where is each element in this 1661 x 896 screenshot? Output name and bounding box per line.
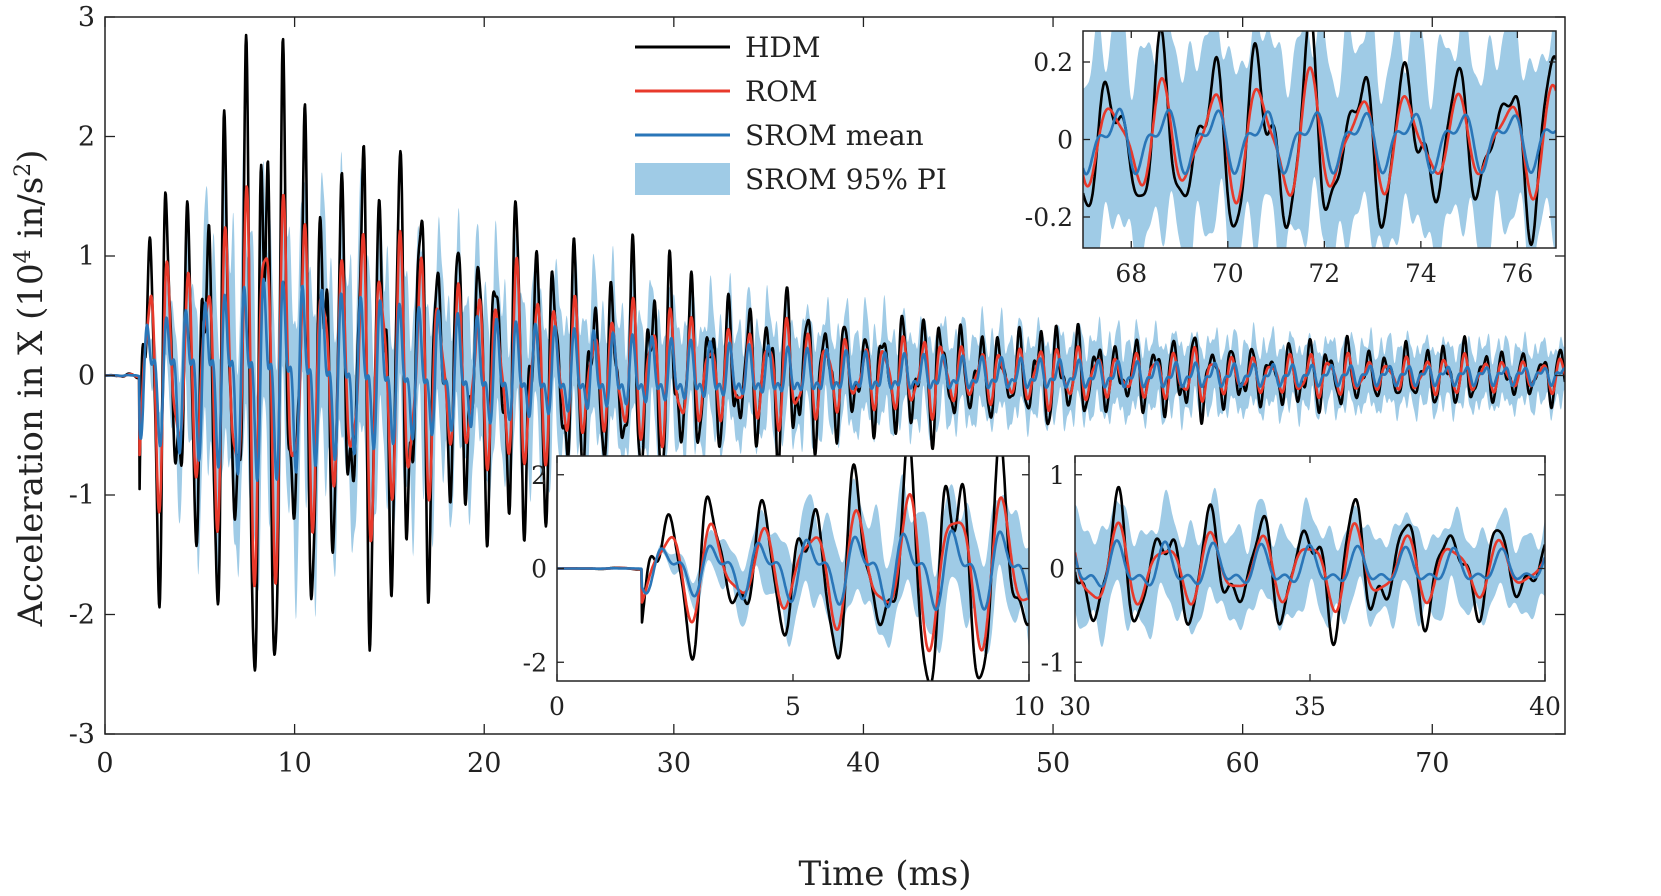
x-tick-label: 50 bbox=[1036, 748, 1070, 779]
x-tick-label: 0 bbox=[96, 748, 113, 779]
y-axis-label: Acceleration in X (104 in/s2) bbox=[11, 150, 51, 628]
plot-series-group bbox=[1075, 485, 1545, 647]
srom-95pi-band bbox=[557, 474, 1029, 656]
y-tick-label: 0 bbox=[78, 361, 95, 392]
x-tick-label: 10 bbox=[1013, 692, 1045, 721]
hdm-line bbox=[1083, 31, 1556, 247]
y-tick-label: 3 bbox=[78, 2, 95, 33]
y-tick-label: -0.2 bbox=[1025, 203, 1073, 232]
x-tick-label: 76 bbox=[1501, 259, 1533, 288]
inset-early: 0 5 10-202 bbox=[523, 455, 1045, 721]
y-tick-label: 2 bbox=[531, 461, 547, 490]
x-tick-label: 72 bbox=[1308, 259, 1340, 288]
legend: HDM ROM SROM mean SROM 95% PI bbox=[635, 31, 947, 196]
srom-95pi-band bbox=[105, 135, 1565, 620]
plot-series-group bbox=[557, 456, 1029, 681]
srom-mean-line bbox=[105, 277, 1565, 482]
y-axis-label-exponent: 4 bbox=[11, 249, 36, 263]
x-tick-label: 30 bbox=[657, 748, 691, 779]
plot-series-group bbox=[105, 33, 1565, 672]
x-tick-label: 20 bbox=[467, 748, 501, 779]
y-axis-label-unit-exponent: 2 bbox=[11, 163, 36, 177]
y-tick-label: 0 bbox=[1057, 126, 1073, 155]
x-tick-label: 68 bbox=[1115, 259, 1147, 288]
y-tick-label: -1 bbox=[69, 480, 95, 511]
srom-mean-line bbox=[1075, 539, 1545, 588]
x-tick-label: 10 bbox=[277, 748, 311, 779]
y-tick-label: -2 bbox=[523, 648, 547, 677]
srom-mean-line bbox=[1083, 107, 1556, 176]
y-tick-label: -1 bbox=[1041, 648, 1065, 677]
legend-srom-pi-label: SROM 95% PI bbox=[745, 163, 947, 196]
y-axis-label-base: Acceleration in X (10 bbox=[11, 263, 51, 627]
x-tick-label: 40 bbox=[1529, 692, 1561, 721]
x-tick-label: 5 bbox=[785, 692, 801, 721]
y-tick-label: 1 bbox=[78, 241, 95, 272]
legend-srom-pi-swatch bbox=[635, 163, 730, 195]
x-tick-label: 60 bbox=[1225, 748, 1259, 779]
x-tick-label: 35 bbox=[1294, 692, 1326, 721]
rom-line bbox=[1075, 521, 1545, 614]
plot-series-group bbox=[1083, 31, 1556, 248]
srom-mean-line bbox=[557, 529, 1029, 612]
x-tick-label: 70 bbox=[1415, 748, 1449, 779]
rom-line bbox=[105, 185, 1565, 588]
inset-late: 68 70 72 74 76 -0.2 0 0.2 bbox=[1025, 30, 1557, 288]
y-tick-label: 2 bbox=[78, 122, 95, 153]
y-tick-label: 0.2 bbox=[1033, 48, 1073, 77]
x-tick-label: 74 bbox=[1405, 259, 1437, 288]
x-axis-label: Time (ms) bbox=[799, 854, 972, 894]
x-tick-label: 0 bbox=[549, 692, 565, 721]
y-tick-label: -2 bbox=[69, 600, 95, 631]
x-tick-label: 70 bbox=[1212, 259, 1244, 288]
y-tick-label: 1 bbox=[1049, 461, 1065, 490]
x-tick-label: 40 bbox=[846, 748, 880, 779]
rom-line bbox=[1083, 66, 1556, 205]
inset-middle: 30 35 40 -1 0 1 bbox=[1041, 455, 1561, 721]
legend-rom-label: ROM bbox=[745, 75, 818, 108]
y-tick-label: -3 bbox=[69, 719, 95, 750]
legend-hdm-label: HDM bbox=[745, 31, 821, 64]
y-axis-label-unit: in/s bbox=[11, 177, 51, 249]
y-tick-label: 0 bbox=[531, 555, 547, 584]
y-axis-label-close: ) bbox=[11, 150, 51, 163]
legend-srom-mean-label: SROM mean bbox=[745, 119, 924, 152]
x-tick-label: 30 bbox=[1059, 692, 1091, 721]
y-tick-label: 0 bbox=[1049, 555, 1065, 584]
